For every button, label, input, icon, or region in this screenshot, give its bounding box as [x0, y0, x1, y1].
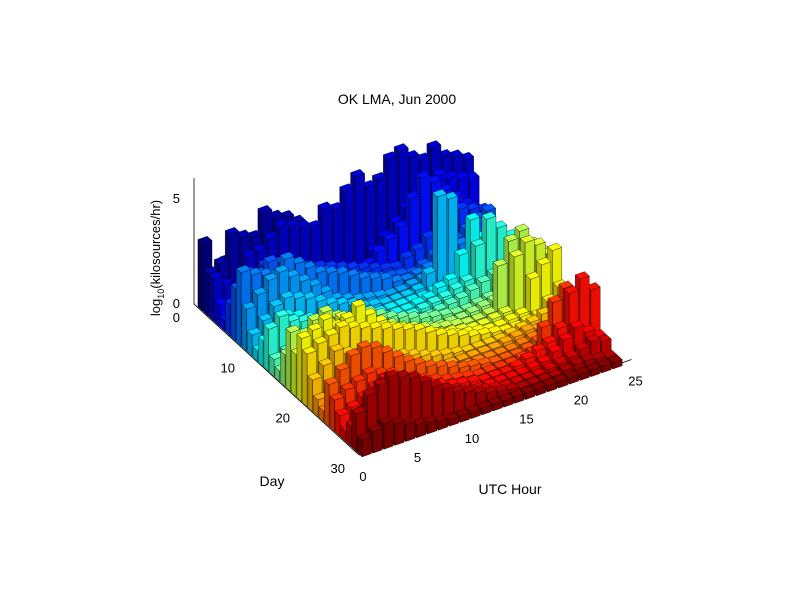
axis-line: [193, 303, 360, 456]
bar-day17-hour19: [492, 258, 508, 320]
y-axis-label: Day: [260, 473, 285, 489]
bar-day30-hour0: [357, 432, 372, 458]
bar-day30-hour18: [553, 373, 569, 389]
x-tick-label: 25: [628, 374, 642, 389]
y-tick-label: 30: [331, 461, 345, 476]
bar-day30-hour10: [466, 404, 481, 420]
bars-group: [197, 140, 623, 458]
x-tick-label: 0: [359, 469, 366, 484]
z-axis-label-sub: 10: [156, 289, 166, 299]
z-axis-label-base: log: [148, 299, 163, 316]
z-tick-label: 0: [173, 296, 180, 311]
y-tick-label: 0: [173, 310, 180, 325]
z-axis-label-rest: (kilosources/hr): [148, 200, 163, 289]
bar-day18-hour20: [509, 249, 524, 321]
x-tick-label: 10: [465, 431, 479, 446]
y-tick-label: 10: [221, 360, 235, 375]
x-tick-label: 20: [574, 393, 588, 408]
x-tick-label: 5: [414, 450, 421, 465]
y-tick-label: 20: [276, 411, 290, 426]
chart-title: OK LMA, Jun 2000: [338, 91, 457, 107]
bar-day30-hour20: [575, 366, 590, 381]
bar-day9-hour0: [241, 301, 257, 352]
x-tick-label: 15: [519, 412, 533, 427]
tick-labels: 0 5 10 15 20 25 0 10 20 30 0 5: [173, 191, 643, 484]
bar-day30-hour23: [607, 354, 623, 370]
z-axis-label: log10(kilosources/hr): [148, 200, 166, 316]
x-axis-label: UTC Hour: [478, 481, 541, 497]
z-tick-label: 5: [173, 191, 180, 206]
